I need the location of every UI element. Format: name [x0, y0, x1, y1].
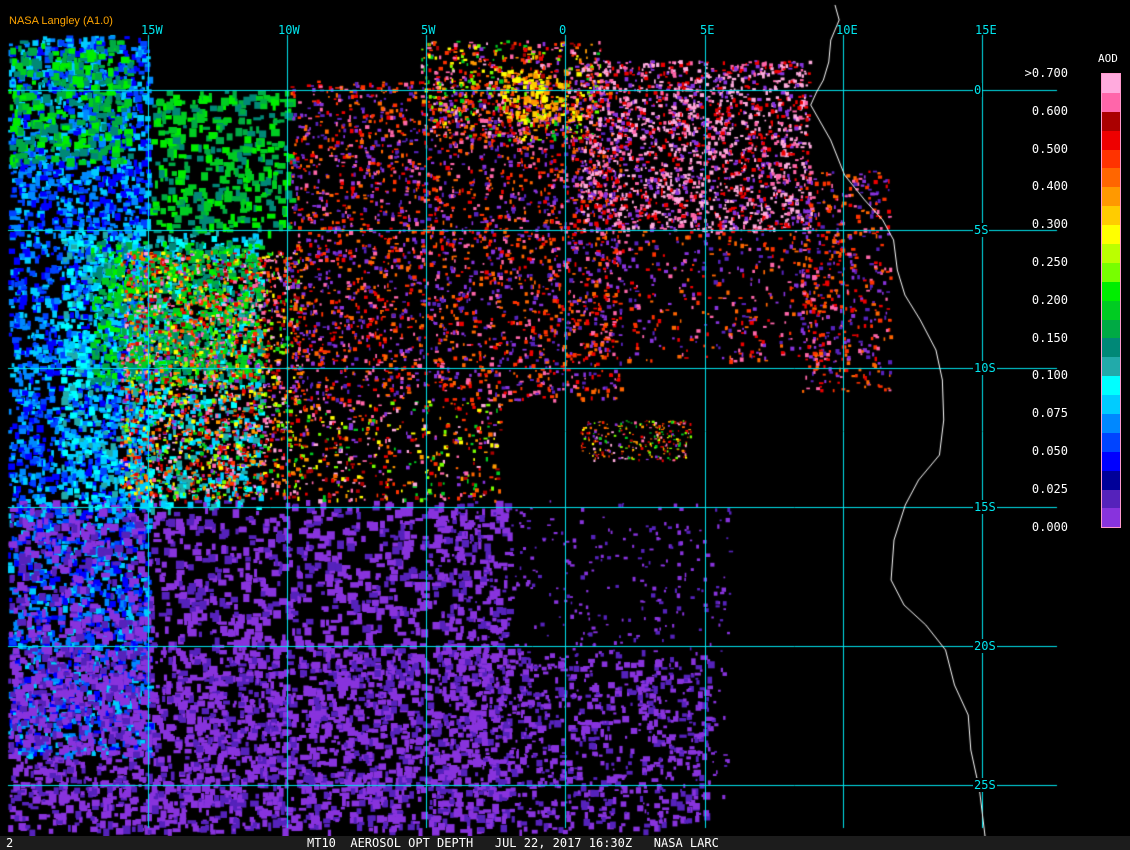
legend-swatch	[1102, 357, 1120, 377]
lon-label-10e: 10E	[836, 23, 858, 37]
legend-label: 0.500	[1031, 141, 1068, 156]
legend-label: 0.200	[1031, 292, 1068, 307]
legend-swatch	[1102, 92, 1120, 112]
legend-swatch	[1102, 111, 1120, 131]
lon-label-15e: 15E	[975, 23, 997, 37]
legend-swatch	[1102, 281, 1120, 301]
legend-label: 0.400	[1031, 179, 1068, 194]
lat-label-25s: 25S	[973, 778, 997, 792]
legend-label: 0.050	[1031, 444, 1068, 458]
legend-swatch	[1102, 149, 1120, 169]
status-bar: 2 MT10 AEROSOL OPT DEPTH JUL 22, 2017 16…	[0, 836, 1130, 850]
legend-title: AOD	[1098, 52, 1118, 65]
legend-swatch	[1102, 338, 1120, 358]
legend-label: 0.100	[1031, 368, 1068, 383]
lon-label-15w: 15W	[141, 23, 163, 37]
legend-label: 0.150	[1031, 330, 1068, 345]
legend-label: 0.300	[1031, 217, 1068, 232]
legend-swatch	[1102, 432, 1120, 452]
legend-swatch	[1102, 489, 1120, 509]
lon-label-5w: 5W	[421, 23, 436, 37]
legend-label: 0.025	[1031, 481, 1068, 496]
legend-swatch	[1102, 206, 1120, 226]
legend-label: 0.250	[1031, 255, 1068, 269]
legend-label: >0.700	[1024, 66, 1068, 80]
legend-swatch	[1102, 244, 1120, 263]
legend-swatch	[1102, 187, 1120, 207]
legend-swatch	[1102, 451, 1120, 471]
lat-label-10s: 10S	[973, 361, 997, 375]
product-description: MT10 AEROSOL OPT DEPTH JUL 22, 2017 16:3…	[307, 836, 719, 850]
legend-swatch	[1102, 225, 1120, 245]
map-source-title: NASA Langley (A1.0)	[9, 15, 113, 27]
legend-label: 0.600	[1031, 103, 1068, 118]
legend-label: 0.075	[1031, 406, 1068, 421]
legend-swatch	[1102, 470, 1120, 490]
legend-swatch	[1102, 130, 1120, 150]
legend-swatch	[1102, 74, 1120, 93]
legend-swatch	[1102, 300, 1120, 320]
legend-swatch	[1102, 262, 1120, 282]
legend-swatch	[1102, 376, 1120, 396]
lat-label-5s: 5S	[973, 223, 990, 237]
legend-swatch	[1102, 168, 1120, 188]
legend-swatch	[1102, 414, 1120, 433]
lat-label-15s: 15S	[973, 500, 997, 514]
legend-label: 0.000	[1031, 519, 1068, 534]
lon-label-5e: 5E	[700, 23, 715, 37]
legend-color-bar	[1101, 73, 1121, 529]
legend-swatch	[1102, 395, 1120, 415]
lon-label-10w: 10W	[278, 23, 300, 37]
frame-number: 2	[6, 836, 14, 850]
lon-label-0: 0	[559, 23, 567, 37]
lat-label-20s: 20S	[973, 639, 997, 653]
lat-label-0: 0	[973, 83, 983, 97]
legend-swatch	[1102, 319, 1120, 339]
legend-swatch	[1102, 508, 1120, 528]
